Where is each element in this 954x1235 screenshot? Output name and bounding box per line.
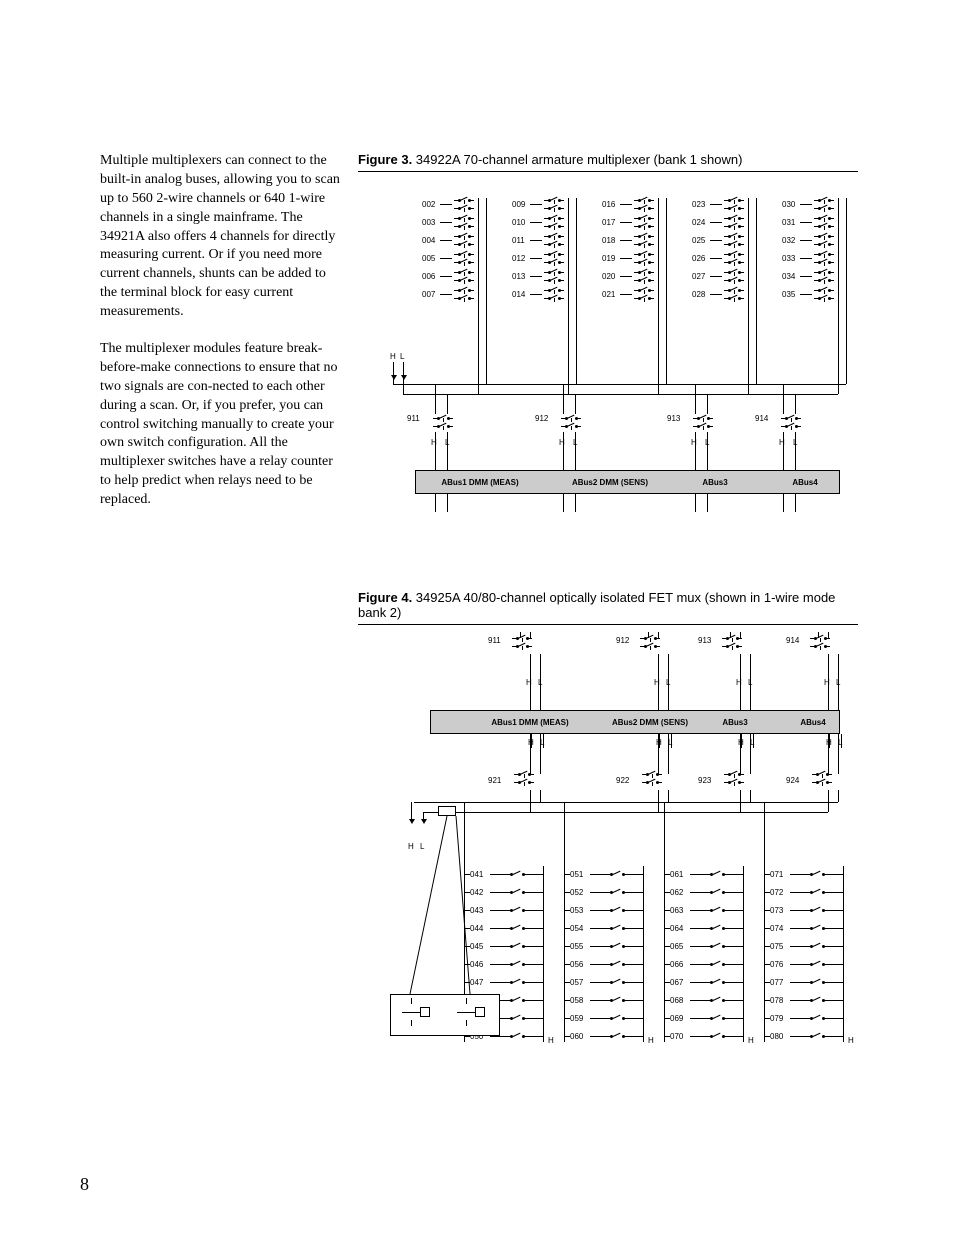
channel-label: 068 [670, 996, 683, 1005]
channel-label: 061 [670, 870, 683, 879]
figure4-caption: Figure 4. 34925A 40/80-channel optically… [358, 590, 858, 625]
channel-label: 027 [692, 272, 705, 281]
relay-label: 923 [698, 776, 711, 785]
relay-label: 914 [786, 636, 799, 645]
channel-label: 064 [670, 924, 683, 933]
channel-label: 041 [470, 870, 483, 879]
channel-label: 046 [470, 960, 483, 969]
channel-label: 042 [470, 888, 483, 897]
channel-label: 043 [470, 906, 483, 915]
channel-label: 034 [782, 272, 795, 281]
figure4-caption-bold: Figure 4. [358, 590, 412, 605]
channel-label: 072 [770, 888, 783, 897]
page-number: 8 [80, 1174, 89, 1195]
figure4-diagram: 911HL912HL913HL914HLABus1 DMM (MEAS)ABus… [380, 622, 855, 1070]
channel-label: 031 [782, 218, 795, 227]
channel-label: 079 [770, 1014, 783, 1023]
channel-label: 047 [470, 978, 483, 987]
channel-label: 028 [692, 290, 705, 299]
bus-label-abus3: ABus3 [710, 718, 760, 727]
channel-label: 013 [512, 272, 525, 281]
figure3-caption: Figure 3. 34922A 70-channel armature mul… [358, 152, 858, 172]
bus-label-abus4: ABus4 [775, 478, 835, 487]
channel-label: 075 [770, 942, 783, 951]
channel-label: 051 [570, 870, 583, 879]
relay-label: 913 [698, 636, 711, 645]
channel-label: 010 [512, 218, 525, 227]
figure3-caption-bold: Figure 3. [358, 152, 412, 167]
channel-label: 055 [570, 942, 583, 951]
channel-label: 066 [670, 960, 683, 969]
channel-label: 033 [782, 254, 795, 263]
channel-label: 023 [692, 200, 705, 209]
channel-label: 056 [570, 960, 583, 969]
channel-label: 074 [770, 924, 783, 933]
channel-label: 011 [512, 236, 525, 245]
channel-label: 054 [570, 924, 583, 933]
channel-label: 059 [570, 1014, 583, 1023]
channel-label: 078 [770, 996, 783, 1005]
relay-label: 922 [616, 776, 629, 785]
channel-label: 025 [692, 236, 705, 245]
channel-label: 077 [770, 978, 783, 987]
channel-label: 009 [512, 200, 525, 209]
channel-label: 004 [422, 236, 435, 245]
channel-label: 019 [602, 254, 615, 263]
channel-label: 071 [770, 870, 783, 879]
channel-label: 021 [602, 290, 615, 299]
channel-label: 045 [470, 942, 483, 951]
channel-label: 070 [670, 1032, 683, 1041]
channel-label: 044 [470, 924, 483, 933]
paragraph-1: Multiple multiplexers can connect to the… [100, 152, 340, 322]
bus-label-abus1: ABus1 DMM (MEAS) [425, 478, 535, 487]
bus-label-abus2: ABus2 DMM (SENS) [595, 718, 705, 727]
channel-label: 018 [602, 236, 615, 245]
channel-label: 026 [692, 254, 705, 263]
figure4-caption-text: 34925A 40/80-channel optically isolated … [358, 590, 835, 620]
channel-label: 032 [782, 236, 795, 245]
channel-label: 007 [422, 290, 435, 299]
relay-label: 911 [488, 636, 501, 645]
channel-label: 002 [422, 200, 435, 209]
channel-label: 062 [670, 888, 683, 897]
channel-label: 080 [770, 1032, 783, 1041]
channel-label: 030 [782, 200, 795, 209]
relay-label: 912 [535, 414, 548, 423]
channel-label: 024 [692, 218, 705, 227]
bus-label-abus4: ABus4 [788, 718, 838, 727]
channel-label: 060 [570, 1032, 583, 1041]
relay-label: 914 [755, 414, 768, 423]
channel-label: 065 [670, 942, 683, 951]
channel-label: 073 [770, 906, 783, 915]
channel-label: 014 [512, 290, 525, 299]
bus-label-abus1: ABus1 DMM (MEAS) [475, 718, 585, 727]
channel-label: 076 [770, 960, 783, 969]
channel-label: 052 [570, 888, 583, 897]
bus-label-abus3: ABus3 [685, 478, 745, 487]
channel-label: 057 [570, 978, 583, 987]
channel-label: 058 [570, 996, 583, 1005]
channel-label: 006 [422, 272, 435, 281]
channel-label: 035 [782, 290, 795, 299]
channel-label: 017 [602, 218, 615, 227]
channel-label: 016 [602, 200, 615, 209]
channel-label: 063 [670, 906, 683, 915]
channel-label: 003 [422, 218, 435, 227]
channel-label: 053 [570, 906, 583, 915]
channel-label: 020 [602, 272, 615, 281]
paragraph-2: The multiplexer modules feature break-be… [100, 340, 340, 510]
figure3-diagram: 002 003 004 005 006 007 009 010 011 012 013 014 016 0… [380, 192, 855, 540]
channel-label: 067 [670, 978, 683, 987]
channel-label: 069 [670, 1014, 683, 1023]
relay-label: 912 [616, 636, 629, 645]
body-text-column: Multiple multiplexers can connect to the… [100, 152, 340, 528]
relay-label: 913 [667, 414, 680, 423]
relay-label: 924 [786, 776, 799, 785]
channel-label: 012 [512, 254, 525, 263]
figure3-caption-text: 34922A 70-channel armature multiplexer (… [412, 152, 742, 167]
bus-label-abus2: ABus2 DMM (SENS) [555, 478, 665, 487]
channel-label: 005 [422, 254, 435, 263]
relay-label: 921 [488, 776, 501, 785]
relay-label: 911 [407, 414, 420, 423]
